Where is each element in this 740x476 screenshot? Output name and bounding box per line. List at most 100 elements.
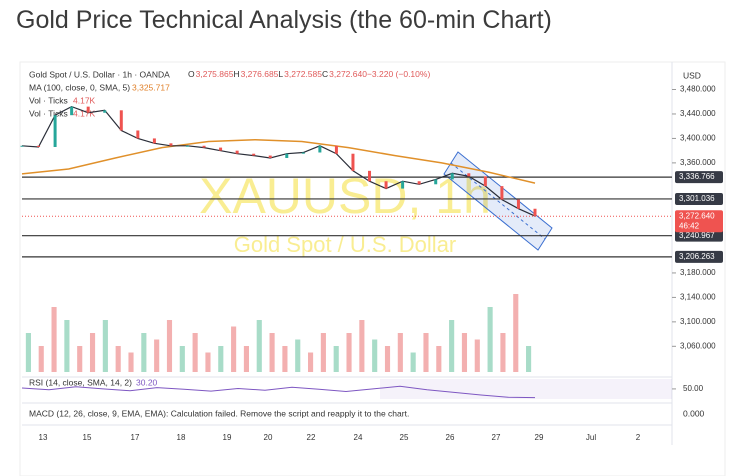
x-tick-label: 15 [83,433,92,442]
volume-bar [64,320,70,372]
x-tick-label: 26 [446,433,455,442]
volume-bar [320,333,326,372]
x-tick-label: 24 [354,433,363,442]
y-tick-label: 3,180.000 [680,268,716,277]
candle [434,179,438,185]
volume-bar [192,333,198,372]
candle [351,153,355,171]
volume-bar [231,326,237,372]
volume-bar [526,346,532,372]
candle [467,173,471,177]
candle [86,106,90,113]
level-label: 3,301.036 [679,194,715,203]
x-tick-label: 13 [39,433,48,442]
x-tick-label: 25 [400,433,409,442]
candle [516,199,520,209]
ohlc-key: C [322,69,328,79]
volume-bar [295,339,301,372]
candle [103,110,107,113]
x-tick-label: 27 [492,433,501,442]
candle [318,145,322,153]
volume-bar [89,333,96,372]
candle [119,110,123,131]
page-title: Gold Price Technical Analysis (the 60-mi… [16,6,552,34]
ohlc-value: 3,275.865 [196,69,234,79]
candle [252,153,256,156]
candle [235,150,239,154]
volume-bar [359,320,365,372]
volume-bar [487,307,493,372]
candle [533,208,537,217]
rsi-line [21,385,536,399]
volume-bar [333,346,339,372]
volume-bar [154,339,160,372]
ohlc-value: 3,276.685 [241,69,279,79]
volume-bar [256,320,262,372]
candle [417,181,421,185]
volume-bar [218,346,224,372]
candle [202,145,206,148]
vol-label: Vol · Ticks [29,95,68,105]
volume-bar [461,333,468,372]
volume-bar [474,339,480,372]
volume-bar [179,346,185,372]
ohlc-key: L [278,69,283,79]
x-tick-label: 22 [307,433,316,442]
volume-bar [166,320,173,372]
volume-bar [25,333,31,372]
volume-bar [423,333,429,372]
volume-bar [102,320,108,372]
candle [285,153,289,158]
volume-bar [513,294,519,372]
volume-bar [346,333,352,372]
level-label: 3,206.263 [679,252,715,261]
volume-bar [307,352,314,372]
symbol: Gold Spot / U.S. Dollar · 1h · OANDA [29,69,170,79]
level-tag [675,229,723,242]
candle [268,155,272,158]
volume-bar [243,346,250,372]
rsi-band [380,379,672,399]
vol-value: 4.17K [73,95,96,105]
volume-bar [372,339,378,372]
volume-bar [436,346,442,372]
candle [20,145,24,147]
level-label: 3,240.967 [679,231,715,240]
candle [185,145,189,147]
ma-line [21,138,536,184]
y-tick-label: 3,100.000 [680,317,716,326]
level-tag [675,250,723,263]
volume-bar [115,346,121,372]
candle [152,138,156,144]
candle [483,176,487,187]
candle [70,106,74,116]
candle [368,170,372,182]
x-tick-label: 20 [264,433,273,442]
ma-label: MA (100, close, 0, SMA, 5) [29,82,130,92]
volume-bar [269,333,275,372]
y-tick-label: 3,060.000 [680,341,716,350]
candle [53,115,57,147]
level-tag [675,171,723,184]
volume-bar [384,346,391,372]
current-tag [675,210,723,233]
volume-bar [449,320,455,372]
ohlc-key: O [188,69,195,79]
y-tick-label: 3,440.000 [680,109,716,118]
volume-bar [141,333,147,372]
candle [500,186,504,200]
x-tick-label: 2 [636,433,641,442]
change: −3.220 (−0.10%) [367,69,430,79]
macd-label: MACD (12, 26, close, 9, EMA, EMA): Calcu… [29,408,409,418]
candle [136,130,140,139]
vol-value: 4.17K [73,108,96,118]
volume-bar [500,333,506,372]
candle [334,145,338,154]
volume-bar [282,346,288,372]
x-tick-label: 17 [131,433,140,442]
volume-bar [410,352,416,372]
volume-bar [128,352,134,372]
rsi-label: RSI (14, close, SMA, 14, 2) [29,377,132,387]
